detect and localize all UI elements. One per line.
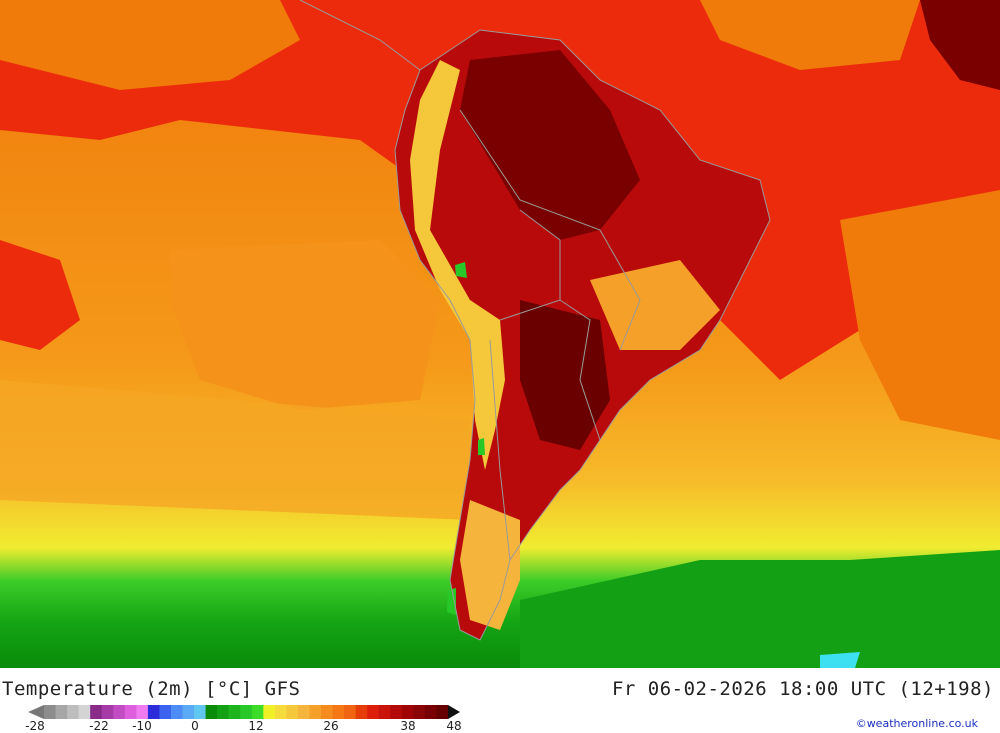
legend-swatch xyxy=(44,705,57,719)
legend-tick: -22 xyxy=(89,719,109,733)
map-footer: Temperature (2m) [°C] GFS Fr 06-02-2026 … xyxy=(0,668,1000,733)
legend-swatch xyxy=(413,705,426,719)
legend-swatch xyxy=(263,705,276,719)
legend-swatch xyxy=(344,705,357,719)
legend-swatch xyxy=(113,705,126,719)
green-spot-central xyxy=(478,438,485,455)
map-title: Temperature (2m) [°C] GFS xyxy=(2,678,301,700)
legend-swatch xyxy=(286,705,299,719)
legend-swatch xyxy=(78,705,91,719)
legend-swatch xyxy=(194,705,207,719)
credit-link[interactable]: ©weatheronline.co.uk xyxy=(855,717,978,730)
legend-swatch xyxy=(55,705,68,719)
legend-swatch xyxy=(436,705,449,719)
hot-core-amazon xyxy=(460,50,640,240)
africa-tip xyxy=(920,0,1000,90)
cyan-patch xyxy=(820,652,860,668)
legend-swatch xyxy=(321,705,334,719)
legend-tick: -10 xyxy=(132,719,152,733)
legend-arrow-left xyxy=(28,705,44,719)
legend-swatch xyxy=(217,705,230,719)
legend-swatch xyxy=(240,705,253,719)
valid-datetime: Fr 06-02-2026 18:00 UTC (12+198) xyxy=(611,678,994,700)
legend-tick: 26 xyxy=(323,719,339,733)
legend-swatch xyxy=(355,705,368,719)
country-borders xyxy=(299,0,771,641)
legend-swatch xyxy=(170,705,184,719)
orange-band-south xyxy=(0,380,470,520)
legend-swatch xyxy=(147,705,160,719)
cooler-highlands-brazil xyxy=(590,260,720,350)
andes-cool-strip xyxy=(410,60,505,470)
green-spot-south xyxy=(447,588,456,615)
orange-patch-east xyxy=(840,190,1000,440)
legend-tick: 0 xyxy=(191,719,199,733)
legend-tick: 12 xyxy=(248,719,264,733)
legend-arrow-right xyxy=(448,705,460,719)
legend-swatch xyxy=(309,705,322,719)
legend-swatch xyxy=(101,705,114,719)
legend-swatch xyxy=(378,705,391,719)
legend-swatch xyxy=(367,705,380,719)
legend-swatch xyxy=(136,705,149,719)
legend-swatch xyxy=(124,705,137,719)
legend-swatch xyxy=(274,705,287,719)
orange-patch-northwest xyxy=(0,0,300,90)
orange-patch-north xyxy=(700,0,920,70)
legend-swatch xyxy=(401,705,414,719)
green-band-southatlantic xyxy=(520,550,1000,668)
legend-swatch xyxy=(90,705,103,719)
legend-tick: 48 xyxy=(446,719,462,733)
legend-swatch xyxy=(159,705,172,719)
legend-swatch xyxy=(251,705,264,719)
legend-swatches xyxy=(44,705,449,719)
legend-tick: 38 xyxy=(400,719,416,733)
legend-swatch xyxy=(228,705,241,719)
legend-swatch xyxy=(297,705,310,719)
legend-swatch xyxy=(67,705,80,719)
orange-patch-southpacific xyxy=(170,240,440,410)
legend-swatch xyxy=(182,705,195,719)
legend-tick: -28 xyxy=(25,719,45,733)
legend-swatch xyxy=(424,705,437,719)
legend-swatch xyxy=(205,705,218,719)
patagonia xyxy=(460,500,520,630)
warm-patch-west xyxy=(0,240,80,350)
color-legend xyxy=(28,705,460,719)
green-spot-north xyxy=(455,262,467,278)
legend-swatch xyxy=(390,705,403,719)
legend-swatch xyxy=(332,705,345,719)
temperature-map xyxy=(0,0,1000,668)
